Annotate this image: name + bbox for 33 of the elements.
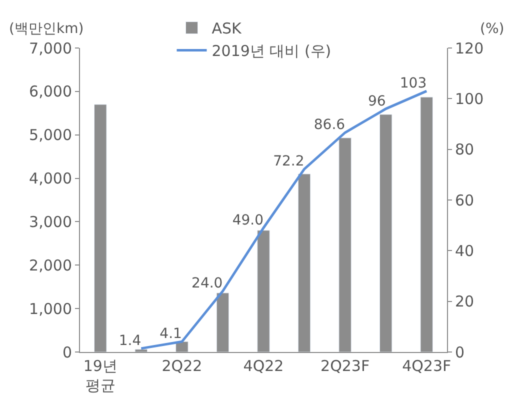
y-axis-title: (백만인km) xyxy=(9,21,84,37)
y-tick-label: 2,000 xyxy=(29,256,72,274)
x-tick-label: 19년 평균 xyxy=(83,357,118,394)
data-label: 96 xyxy=(368,93,386,110)
x-tick-label: 2Q22 xyxy=(162,357,202,375)
y-tick-label: 7,000 xyxy=(29,39,72,58)
y-tick-label: 0 xyxy=(62,343,72,362)
y-tick-label: 6,000 xyxy=(29,82,72,101)
y-tick-label: 1,000 xyxy=(29,300,72,318)
line-series xyxy=(140,90,428,350)
x-tick-label: 4Q23F xyxy=(402,357,452,375)
y2-tick-label: 120 xyxy=(455,39,484,58)
y2-tick-label: 100 xyxy=(455,90,484,108)
y2-tick-label: 20 xyxy=(455,292,474,311)
data-label: 86.6 xyxy=(314,117,346,134)
x-tick-label: 2Q23F xyxy=(320,357,370,375)
x-tick-label: 4Q22 xyxy=(243,357,284,375)
y2-tick-label: 40 xyxy=(455,242,474,260)
data-label: 49.0 xyxy=(232,212,264,228)
y-tick-label: 4,000 xyxy=(29,170,72,188)
y2-tick-label: 0 xyxy=(455,343,465,362)
data-label: 1.4 xyxy=(118,332,142,349)
data-label: 72.2 xyxy=(273,154,304,170)
legend-label: ASK xyxy=(212,20,243,38)
y2-tick-label: 60 xyxy=(455,191,474,210)
data-label: 24.0 xyxy=(192,276,223,292)
data-label: 4.1 xyxy=(160,326,182,342)
y-tick-label: 5,000 xyxy=(29,126,72,144)
y2-tick-label: 80 xyxy=(455,140,474,159)
legend-label: 2019년 대비 (우) xyxy=(212,42,332,60)
y-tick-label: 3,000 xyxy=(29,212,72,231)
data-label: 103 xyxy=(400,76,427,92)
y2-axis-title: (%) xyxy=(480,21,504,37)
